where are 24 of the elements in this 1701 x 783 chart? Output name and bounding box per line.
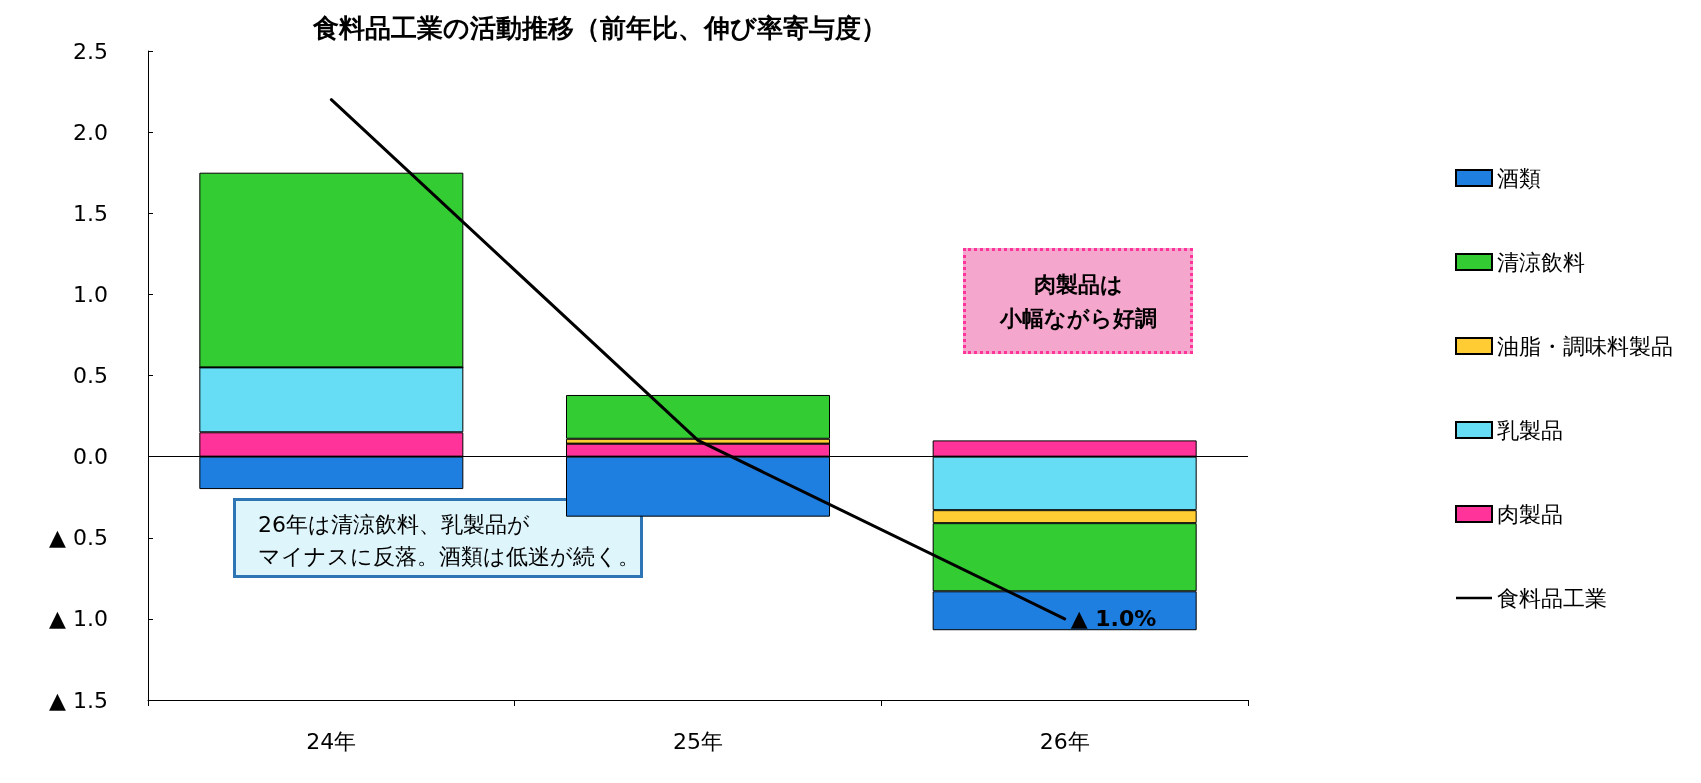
annotation: 肉製品は xyxy=(1033,271,1123,297)
y-tick-label: 1.5 xyxy=(73,200,108,226)
legend-label: 食料品工業 xyxy=(1497,585,1607,611)
annotation: マイナスに反落。酒類は低迷が続く。 xyxy=(258,543,640,569)
annotation: ▲ 1.0% xyxy=(1070,606,1157,632)
x-tick-label: 25年 xyxy=(673,728,723,754)
chart-title: 食料品工業の活動推移（前年比、伸び率寄与度） xyxy=(312,13,887,43)
y-tick-label: 2.0 xyxy=(73,119,108,145)
y-tick-label: 0.5 xyxy=(73,363,108,388)
y-tick-label: ▲ 0.5 xyxy=(49,525,108,551)
legend-label: 乳製品 xyxy=(1497,417,1563,443)
annotation: 小幅ながら好調 xyxy=(998,305,1157,331)
y-tick-label: 2.5 xyxy=(73,38,108,64)
annotation: 26年は清涼飲料、乳製品が xyxy=(258,511,530,537)
y-tick-label: ▲ 1.5 xyxy=(49,687,108,713)
x-tick-label: 24年 xyxy=(306,728,357,754)
legend-label: 油脂・調味料製品 xyxy=(1497,333,1673,359)
y-tick-label: ▲ 1.0 xyxy=(49,606,108,632)
legend-label: 清涼飲料 xyxy=(1497,249,1585,275)
legend-label: 肉製品 xyxy=(1497,501,1563,527)
x-tick-label: 26年 xyxy=(1039,728,1090,754)
y-tick-label: 0.0 xyxy=(73,444,108,470)
legend-label: 酒類 xyxy=(1497,165,1541,191)
y-tick-label: 1.0 xyxy=(73,281,108,307)
